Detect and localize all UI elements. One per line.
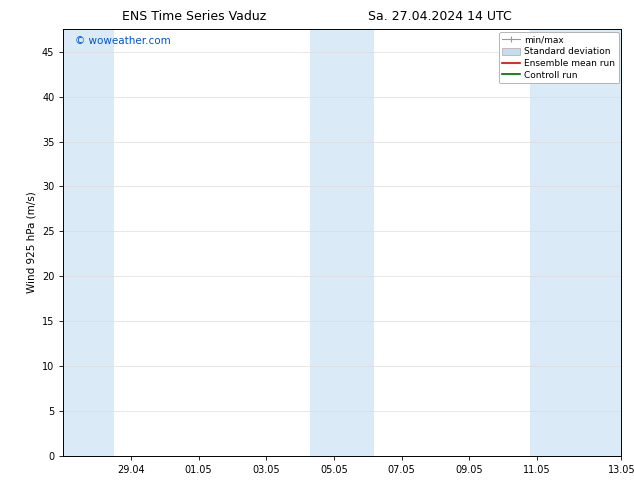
- Bar: [530, 29, 621, 456]
- Bar: [310, 29, 375, 456]
- Bar: [63, 29, 114, 456]
- Text: Sa. 27.04.2024 14 UTC: Sa. 27.04.2024 14 UTC: [368, 10, 512, 23]
- Text: © woweather.com: © woweather.com: [75, 36, 171, 46]
- Y-axis label: Wind 925 hPa (m/s): Wind 925 hPa (m/s): [27, 192, 36, 294]
- Text: ENS Time Series Vaduz: ENS Time Series Vaduz: [122, 10, 266, 23]
- Legend: min/max, Standard deviation, Ensemble mean run, Controll run: min/max, Standard deviation, Ensemble me…: [499, 32, 619, 83]
